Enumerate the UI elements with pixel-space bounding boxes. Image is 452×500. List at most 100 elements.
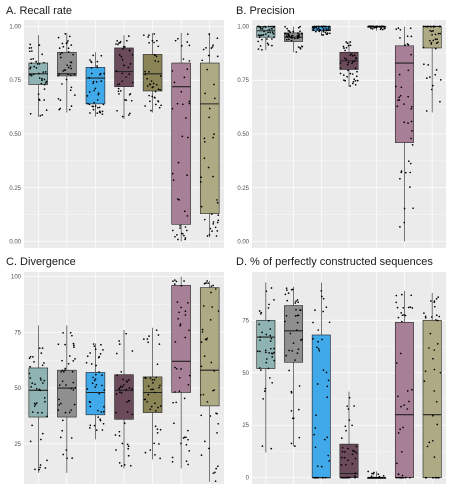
- data-point: [314, 427, 317, 429]
- data-point: [149, 408, 152, 411]
- data-point: [410, 294, 413, 297]
- data-point: [397, 316, 400, 319]
- data-point: [42, 382, 44, 384]
- data-point: [397, 432, 400, 434]
- data-point: [179, 224, 181, 227]
- data-point: [383, 25, 386, 28]
- data-point: [294, 302, 297, 304]
- box-6: [171, 32, 191, 242]
- data-point: [400, 320, 403, 323]
- data-point: [264, 33, 267, 35]
- data-point: [285, 354, 287, 357]
- data-point: [296, 37, 299, 40]
- data-point: [314, 476, 317, 479]
- data-point: [291, 34, 294, 37]
- data-point: [325, 33, 328, 36]
- data-point: [437, 476, 439, 479]
- data-point: [401, 474, 404, 477]
- data-point: [432, 39, 435, 42]
- data-point: [150, 80, 153, 82]
- data-point: [345, 46, 348, 49]
- data-point: [32, 73, 35, 76]
- data-point: [317, 329, 320, 331]
- data-point: [71, 334, 73, 337]
- data-point: [432, 414, 434, 417]
- data-point: [39, 389, 42, 392]
- data-point: [38, 468, 41, 471]
- data-point: [325, 371, 328, 374]
- data-point: [297, 408, 300, 411]
- y-tick-label: 0.25: [237, 186, 249, 192]
- data-point: [430, 300, 432, 302]
- data-point: [326, 385, 329, 388]
- jitter-points: [422, 25, 442, 112]
- data-point: [199, 394, 202, 396]
- data-point: [355, 452, 358, 454]
- data-point: [144, 451, 147, 454]
- data-point: [156, 363, 159, 366]
- data-point: [172, 280, 174, 283]
- data-point: [211, 230, 213, 232]
- data-point: [378, 25, 381, 28]
- data-point: [41, 114, 44, 116]
- data-point: [395, 301, 398, 304]
- data-point: [270, 447, 273, 450]
- data-point: [175, 367, 178, 370]
- data-point: [210, 361, 213, 364]
- data-point: [29, 67, 31, 70]
- data-point: [38, 44, 41, 46]
- data-point: [156, 39, 158, 42]
- data-point: [200, 205, 203, 208]
- data-point: [180, 90, 183, 93]
- data-point: [403, 103, 405, 105]
- data-point: [322, 369, 325, 372]
- data-point: [174, 366, 176, 369]
- data-point: [354, 457, 357, 460]
- data-point: [72, 389, 75, 391]
- data-point: [121, 72, 124, 75]
- data-point: [125, 76, 128, 78]
- data-point: [269, 31, 272, 34]
- data-point: [185, 443, 188, 446]
- box-body: [57, 51, 77, 77]
- data-point: [400, 405, 402, 408]
- data-point: [264, 351, 267, 354]
- data-point: [121, 442, 124, 445]
- data-point: [144, 73, 147, 76]
- data-point: [347, 447, 349, 450]
- data-point: [216, 221, 219, 224]
- data-point: [399, 28, 402, 31]
- data-point: [395, 476, 398, 479]
- data-point: [409, 162, 412, 165]
- data-point: [264, 25, 266, 28]
- data-point: [290, 39, 293, 42]
- data-point: [159, 428, 162, 431]
- data-point: [120, 55, 123, 58]
- data-point: [297, 36, 300, 38]
- data-point: [270, 27, 273, 30]
- data-point: [208, 447, 210, 450]
- data-point: [356, 79, 359, 82]
- data-point: [67, 51, 70, 53]
- data-point: [180, 284, 183, 287]
- data-point: [432, 29, 435, 32]
- data-point: [320, 295, 323, 298]
- data-point: [423, 380, 426, 382]
- data-point: [177, 317, 179, 320]
- data-point: [157, 88, 160, 91]
- data-point: [129, 464, 132, 467]
- data-point: [179, 323, 182, 325]
- data-point: [297, 348, 300, 351]
- data-point: [188, 450, 191, 452]
- data-point: [317, 25, 320, 28]
- data-point: [70, 105, 73, 108]
- data-point: [45, 80, 48, 83]
- data-point: [70, 86, 73, 89]
- data-point: [312, 321, 314, 324]
- data-point: [38, 77, 41, 79]
- data-point: [378, 476, 380, 479]
- data-point: [102, 422, 105, 425]
- data-point: [216, 37, 219, 40]
- y-tick-label: 100: [11, 274, 22, 280]
- data-point: [269, 328, 272, 330]
